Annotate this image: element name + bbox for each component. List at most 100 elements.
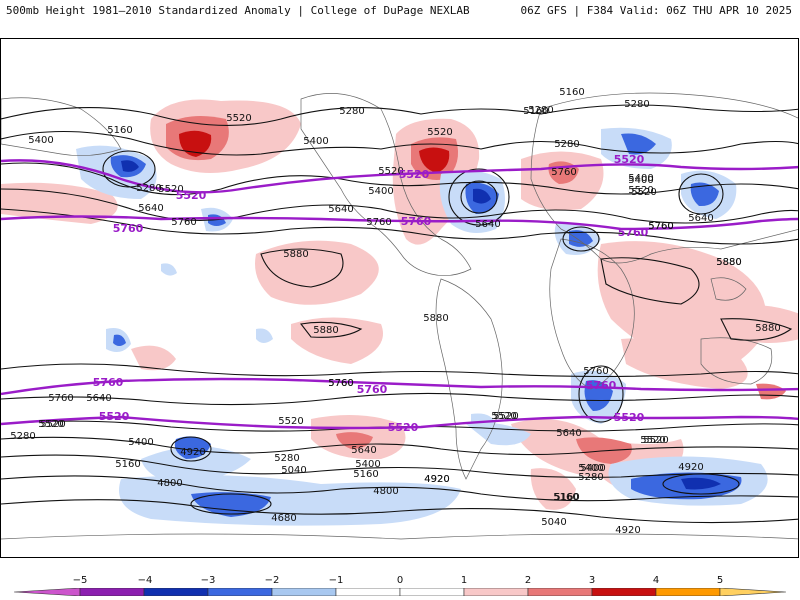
colorbar-segment [591,588,657,596]
contour-label: 5520 [631,187,656,198]
contour-label: 5760 [648,221,673,232]
contour-label: 5760 [171,217,196,228]
colorbar-tick: −5 [72,575,88,586]
colorbar-segment [399,588,465,596]
colorbar-segment [335,588,401,596]
contour-label: 4920 [424,474,449,485]
contour-label: 5400 [28,135,53,146]
contour-label: 5520 [427,127,452,138]
contour-label: 5400 [580,463,605,474]
contour-label: 5520 [40,419,65,430]
map-header: 500mb Height 1981–2010 Standardized Anom… [0,0,800,20]
contour-label: 5640 [688,213,713,224]
contour-label: 5760 [551,167,576,178]
contour-label: 5160 [553,492,578,503]
contour-label: 4680 [271,513,296,524]
contour-label: 4920 [678,462,703,473]
contour-label: 5040 [281,465,306,476]
colorbar-tick: 1 [460,575,468,586]
contour-label: 5160 [115,459,140,470]
colorbar-segments [14,588,786,596]
contour-label: 5640 [351,445,376,456]
contour-label: 5400 [368,186,393,197]
contour-label: 5760 [366,217,391,228]
contour-label: 5280 [578,472,603,483]
model-run-info: 06Z GFS | F384 Valid: 06Z THU APR 10 202… [520,4,792,17]
contour-label: 5520 [378,166,403,177]
contour-label: 5760 [48,393,73,404]
colorbar-segment [207,588,273,596]
colorbar-segment [463,588,529,596]
contour-label: 5280 [274,453,299,464]
reference-label: 5760 [586,379,617,392]
contour-label: 5520 [278,416,303,427]
reference-label: 5520 [399,168,430,181]
reference-label: 5520 [99,410,130,423]
contour-label: 5520 [628,185,653,196]
contour-label: 4920 [180,447,205,458]
contour-label: 5640 [475,219,500,230]
contour-label: 5400 [355,459,380,470]
contour-label: 5040 [541,517,566,528]
contour-label: 5160 [554,492,579,503]
reference-label: 5760 [357,383,388,396]
contour-label: 4800 [373,486,398,497]
reference-label: 5520 [388,421,419,434]
contour-label: 5880 [313,325,338,336]
colorbar-tick: −2 [264,575,280,586]
contour-label: 5640 [86,393,111,404]
colorbar-tick: 3 [588,575,596,586]
contour-label: 5520 [493,411,518,422]
contour-label: 5760 [583,366,608,377]
contour-label: 5520 [640,435,665,446]
contour-label: 5520 [491,411,516,422]
colorbar-tick: 0 [396,575,404,586]
colorbar-end-right [719,588,786,596]
contour-label: 5760 [328,378,353,389]
contour-label: 5640 [138,203,163,214]
contour-label: 5280 [528,105,553,116]
reference-label: 5760 [618,226,649,239]
contour-label: 4800 [157,478,182,489]
colorbar-tick: −1 [328,575,344,586]
anomaly-shading [1,99,798,526]
contour-label: 5880 [716,257,741,268]
height-contours [1,104,798,524]
contour-label: 5880 [755,323,780,334]
colorbar-segment [143,588,209,596]
contour-label: 5520 [643,435,668,446]
highlight-labels: 5520 5520 5760 5760 5520 5760 5760 5760 … [93,153,649,434]
colorbar-end-left [14,588,81,596]
contour-label: 5880 [283,249,308,260]
contour-label: 5400 [578,463,603,474]
colorbar-tick: −3 [200,575,216,586]
colorbar-tick: 5 [716,575,724,586]
contour-label: 5280 [10,431,35,442]
contour-labels: 5160 5280 5280 5400 5520 5400 5160 5280 … [10,87,780,536]
contour-label: 5880 [423,313,448,324]
colorbar-segment [527,588,593,596]
contour-label: 5520 [226,113,251,124]
reference-label: 5520 [614,153,645,166]
contour-label: 5160 [353,469,378,480]
colorbar-tick: 2 [524,575,532,586]
contour-label: 4920 [424,474,449,485]
contour-label: 5400 [128,437,153,448]
contour-label: 5280 [339,106,364,117]
colorbar-segment [271,588,337,596]
reference-label: 5760 [113,222,144,235]
contour-label: 5160 [559,87,584,98]
anomaly-map: 5160 5280 5280 5400 5520 5400 5160 5280 … [0,38,799,558]
contour-label: 5880 [716,257,741,268]
colorbar-labels: −5 −4 −3 −2 −1 0 1 2 3 4 5 [0,575,800,587]
contour-label: 5280 [136,183,161,194]
reference-label: 5760 [93,376,124,389]
contour-label: 5160 [107,125,132,136]
contour-label: 5400 [628,173,653,184]
reference-contours [1,159,798,430]
map-title: 500mb Height 1981–2010 Standardized Anom… [6,4,470,17]
colorbar [14,588,786,596]
contour-label: 5520 [158,184,183,195]
contour-label: 5640 [328,204,353,215]
contour-label: 4920 [615,525,640,536]
